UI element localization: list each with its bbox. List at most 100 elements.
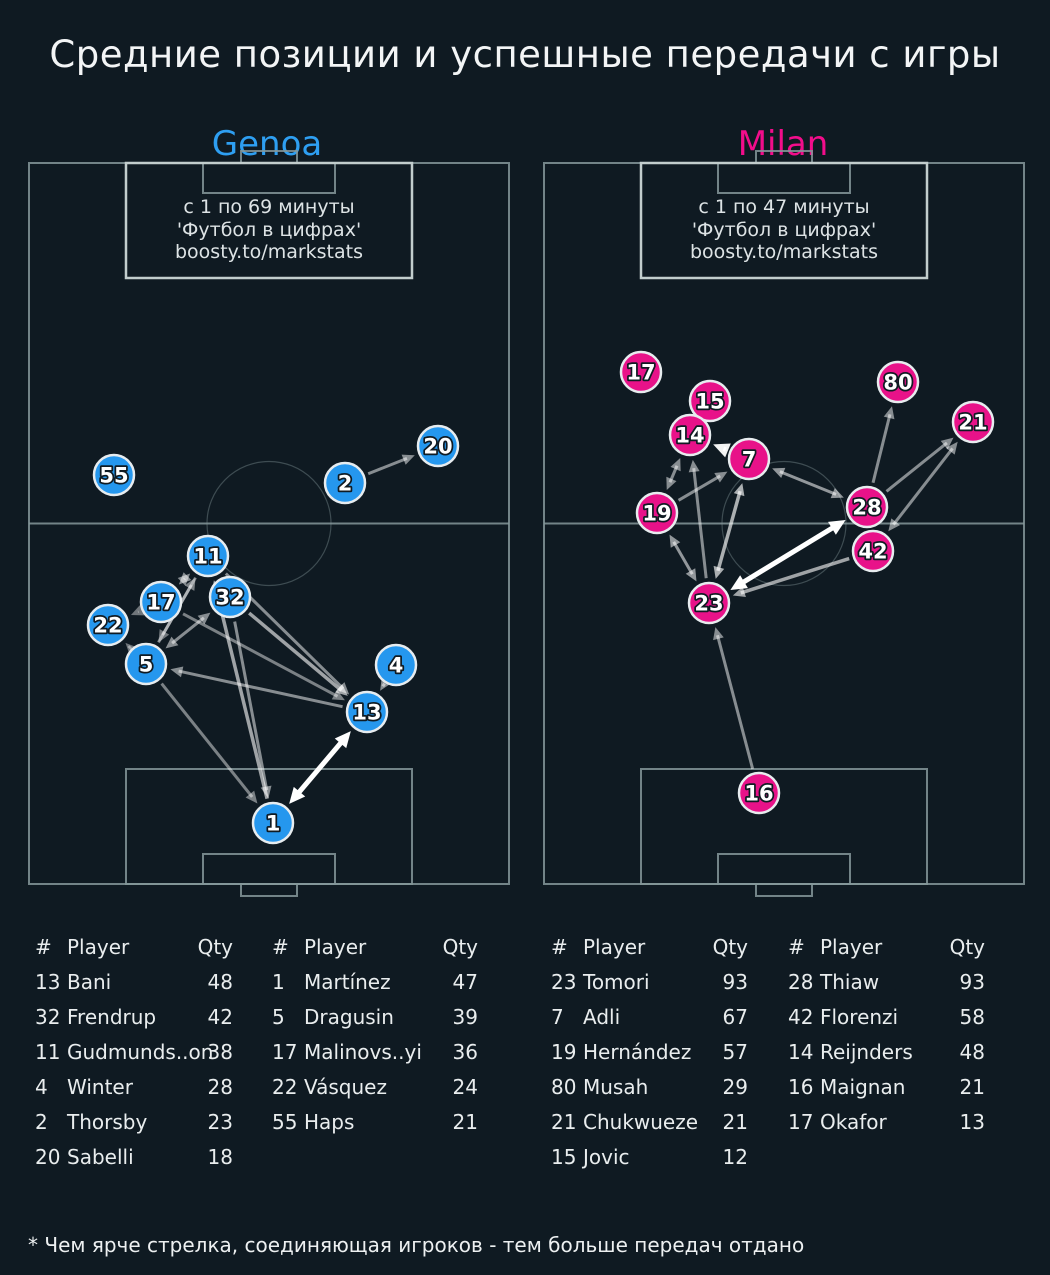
player-number: 42	[788, 1005, 814, 1029]
column-header: Player	[583, 935, 646, 959]
pass-arrow-head	[945, 441, 958, 455]
team-label-milan: Milan	[737, 124, 829, 164]
pass-arrow-head	[830, 487, 844, 499]
player-marker	[635, 491, 679, 535]
player-name: Hernández	[583, 1040, 692, 1064]
player-number: 16	[788, 1075, 814, 1099]
player-number: 21	[551, 1110, 577, 1134]
pass-qty: 21	[959, 1075, 985, 1099]
pass-arrow-head	[685, 568, 697, 582]
table-header-row: # Player Qty	[272, 930, 478, 965]
pass-arrow-line	[182, 612, 339, 698]
table-header-row: # Player Qty	[788, 930, 985, 965]
goal-bottom	[240, 883, 298, 897]
player-number-label: 14	[675, 424, 704, 448]
team-label-genoa: Genoa	[211, 124, 323, 164]
six-yard-box-bottom	[202, 853, 336, 885]
pass-arrow-line	[178, 669, 343, 709]
player-name: Tomori	[583, 970, 650, 994]
pass-arrow-head	[331, 689, 345, 701]
player-marker	[374, 643, 418, 687]
pass-arrow-line	[672, 541, 694, 575]
column-header: Qty	[712, 935, 748, 959]
table-header-row: # Player Qty	[35, 930, 233, 965]
table-row: 17 Malinovs..yi 36	[272, 1035, 478, 1070]
column-header: Qty	[197, 935, 233, 959]
genoa-pass-table-2: # Player Qty 1 Martínez 47 5 Dragusin 39 17 Malino…	[272, 930, 478, 1140]
pass-arrow-head	[669, 534, 681, 548]
pass-arrow-head	[336, 682, 350, 695]
player-number-label: 17	[146, 591, 175, 615]
table-row: 42 Florenzi 58	[788, 1000, 985, 1035]
pass-qty: 67	[722, 1005, 748, 1029]
player-marker	[951, 400, 995, 444]
pass-arrow-head	[883, 406, 895, 420]
pass-arrow-head	[733, 483, 745, 497]
pass-arrow-line	[233, 621, 269, 791]
pass-arrow-line	[779, 470, 837, 496]
player-number-label: 1	[266, 812, 281, 836]
goal-top	[240, 150, 298, 164]
player-marker	[124, 642, 168, 686]
table-row: 13 Bani 48	[35, 965, 233, 1000]
player-marker	[186, 534, 230, 578]
player-marker	[251, 801, 295, 845]
player-marker	[139, 580, 183, 624]
player-number: 11	[35, 1040, 61, 1064]
pass-qty: 18	[207, 1145, 233, 1169]
table-row: 11 Gudmunds..on 38	[35, 1035, 233, 1070]
pass-arrow-head	[260, 785, 272, 799]
pass-qty: 93	[959, 970, 985, 994]
pass-arrow-head	[713, 443, 731, 458]
pass-arrow-head	[165, 636, 179, 649]
pass-arrow-head	[732, 586, 746, 598]
pass-arrow-head	[197, 612, 211, 625]
center-circle	[721, 460, 847, 587]
table-row: 4 Winter 28	[35, 1070, 233, 1105]
table-row: 1 Martínez 47	[272, 965, 478, 1000]
pitch-milan: 17 15 14 7 80 21 19 28 42 23 16	[543, 150, 1025, 897]
info-brand: 'Футбол в цифрах'	[691, 218, 877, 241]
column-header: Player	[304, 935, 367, 959]
pass-arrow-line	[367, 456, 408, 476]
pass-qty: 48	[959, 1040, 985, 1064]
page-title: Средние позиции и успешные передачи с иг…	[49, 33, 1001, 76]
player-number-label: 7	[742, 448, 757, 472]
pass-qty: 36	[452, 1040, 478, 1064]
column-header: #	[551, 935, 568, 959]
player-number: 17	[788, 1110, 814, 1134]
player-marker	[323, 461, 367, 505]
pass-qty: 12	[722, 1145, 748, 1169]
column-header: Player	[820, 935, 883, 959]
player-number-label: 42	[858, 540, 887, 564]
player-name: Musah	[583, 1075, 649, 1099]
pass-arrow-head	[828, 519, 846, 535]
player-name: Adli	[583, 1005, 621, 1029]
info-minutes: с 1 по 69 минуты	[183, 196, 355, 218]
table-row: 15 Jovic 12	[551, 1140, 748, 1175]
player-number-label: 80	[883, 371, 912, 395]
pass-qty: 23	[207, 1110, 233, 1134]
pass-arrow-head	[666, 476, 677, 490]
table-row: 20 Sabelli 18	[35, 1140, 233, 1175]
pass-arrow-line	[692, 468, 708, 579]
player-marker	[208, 575, 252, 619]
player-number-label: 21	[958, 411, 987, 435]
six-yard-box-top	[202, 162, 336, 194]
player-name: Vásquez	[304, 1075, 387, 1099]
player-number-label: 4	[389, 654, 404, 678]
goal-bottom	[755, 883, 813, 897]
player-name: Thiaw	[820, 970, 880, 994]
player-marker	[876, 360, 920, 404]
column-header: #	[788, 935, 805, 959]
player-number: 5	[272, 1005, 285, 1029]
pass-arrow-line	[740, 556, 850, 595]
table-row: 55 Haps 21	[272, 1105, 478, 1140]
info-box-genoa: с 1 по 69 минуты 'Футбол в цифрах' boost…	[126, 196, 412, 264]
player-marker	[851, 529, 895, 573]
player-number-label: 16	[744, 782, 773, 806]
player-number-label: 2	[338, 472, 353, 496]
column-header: Qty	[442, 935, 478, 959]
player-number-label: 15	[695, 390, 724, 414]
player-number-label: 20	[423, 435, 452, 459]
